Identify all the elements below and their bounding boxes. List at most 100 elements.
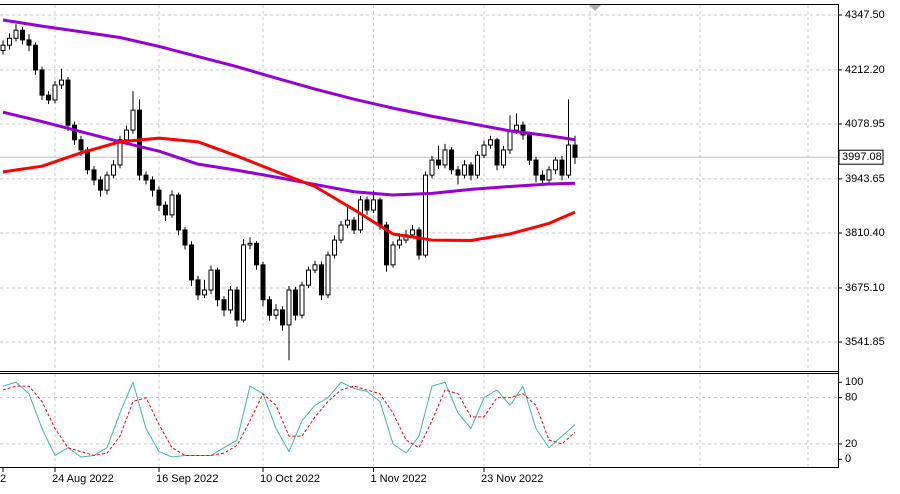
- candle-body: [572, 144, 578, 158]
- candle-body: [247, 242, 253, 246]
- y-tick-label: 3810.40: [845, 227, 885, 239]
- y-tick-label: 0: [845, 453, 851, 465]
- y-tick-label: 3675.10: [845, 282, 885, 294]
- candle-body: [117, 139, 123, 166]
- candle-body: [468, 164, 474, 176]
- x-tick-label: 16 Sep 2022: [156, 473, 218, 485]
- candle-body: [364, 199, 370, 211]
- candle-body: [150, 179, 155, 191]
- candle-body: [85, 149, 90, 171]
- shift-marker: [589, 5, 601, 11]
- candle-body: [46, 94, 51, 101]
- y-tick-label: 80: [845, 392, 857, 404]
- x-tick-label: 10 Oct 2022: [260, 473, 320, 485]
- candle-body: [332, 239, 337, 256]
- candle-body: [553, 159, 558, 171]
- candle-body: [423, 174, 428, 256]
- candle-body: [306, 269, 311, 286]
- candle-body: [475, 154, 480, 176]
- candle-body: [540, 174, 545, 181]
- candle-body: [371, 199, 376, 211]
- candle-body: [111, 164, 116, 176]
- candle-body: [65, 79, 71, 126]
- line-series: [2, 18, 576, 142]
- candle-body: [533, 159, 539, 176]
- candle-body: [410, 229, 415, 236]
- line-series: [2, 385, 576, 456]
- candle-body: [514, 124, 519, 131]
- y-tick-label: 3541.85: [845, 336, 885, 348]
- y-tick-label: 100: [845, 376, 863, 388]
- candle-body: [241, 244, 246, 321]
- candle-body: [429, 159, 435, 176]
- y-tick-label: 20: [845, 438, 857, 450]
- candle-body: [449, 149, 454, 171]
- candle-body: [91, 169, 97, 181]
- x-tick-label: 23 Nov 2022: [481, 473, 543, 485]
- candle-body: [20, 29, 25, 41]
- candle-body: [254, 242, 259, 266]
- candle-body: [384, 224, 389, 266]
- candle-body: [33, 44, 38, 71]
- y-tick-label: 4347.50: [845, 9, 885, 21]
- candle-body: [390, 244, 396, 266]
- x-tick-label: 24 Aug 2022: [52, 473, 114, 485]
- candle-body: [377, 199, 383, 226]
- candle-body: [299, 284, 305, 316]
- candle-body: [345, 219, 350, 226]
- candle-body: [312, 264, 318, 271]
- candle-body: [455, 169, 461, 176]
- candle-body: [325, 254, 331, 296]
- candle-body: [351, 219, 357, 231]
- candle-body: [559, 159, 565, 176]
- x-tick-label: 2: [0, 473, 6, 485]
- candle-body: [202, 289, 207, 296]
- candle-body: [169, 194, 175, 216]
- candle-body: [39, 69, 45, 96]
- line-series: [2, 381, 576, 458]
- line-series: [2, 136, 576, 242]
- candle-body: [7, 37, 12, 46]
- candle-body: [566, 144, 571, 176]
- y-tick-label: 4078.95: [845, 118, 885, 130]
- candle-body: [228, 289, 233, 311]
- candle-body: [436, 159, 441, 166]
- candle-body: [286, 289, 292, 326]
- candle-body: [104, 174, 110, 191]
- line-series: [2, 110, 576, 197]
- candle-body: [189, 244, 194, 281]
- candle-body: [260, 264, 266, 301]
- candle-body: [26, 39, 32, 46]
- candle-body: [78, 139, 84, 151]
- candle-body: [234, 289, 240, 321]
- candle-body: [488, 139, 493, 146]
- candle-body: [143, 174, 149, 181]
- x-tick-label: 1 Nov 2022: [371, 473, 427, 485]
- candle-body: [59, 79, 64, 86]
- candle-body: [156, 189, 162, 206]
- candle-body: [0, 44, 6, 51]
- last-price-label: 3997.08: [842, 151, 882, 163]
- candle-body: [176, 194, 181, 231]
- candle-body: [481, 144, 487, 156]
- candle-body: [195, 279, 201, 296]
- candle-body: [293, 289, 298, 316]
- candle-body: [338, 224, 344, 241]
- candle-body: [280, 309, 285, 326]
- candle-body: [208, 269, 214, 291]
- candle-body: [273, 309, 279, 316]
- candle-body: [124, 129, 129, 141]
- y-tick-label: 4212.20: [845, 64, 885, 76]
- candle-body: [163, 204, 168, 216]
- candle-body: [546, 169, 552, 181]
- candle-body: [520, 124, 526, 136]
- last-price-box: [838, 149, 884, 165]
- candle-body: [52, 84, 58, 101]
- candle-body: [416, 229, 422, 256]
- candle-body: [72, 124, 77, 141]
- candle-body: [397, 239, 402, 246]
- candle-body: [221, 299, 227, 311]
- candle-body: [462, 164, 467, 176]
